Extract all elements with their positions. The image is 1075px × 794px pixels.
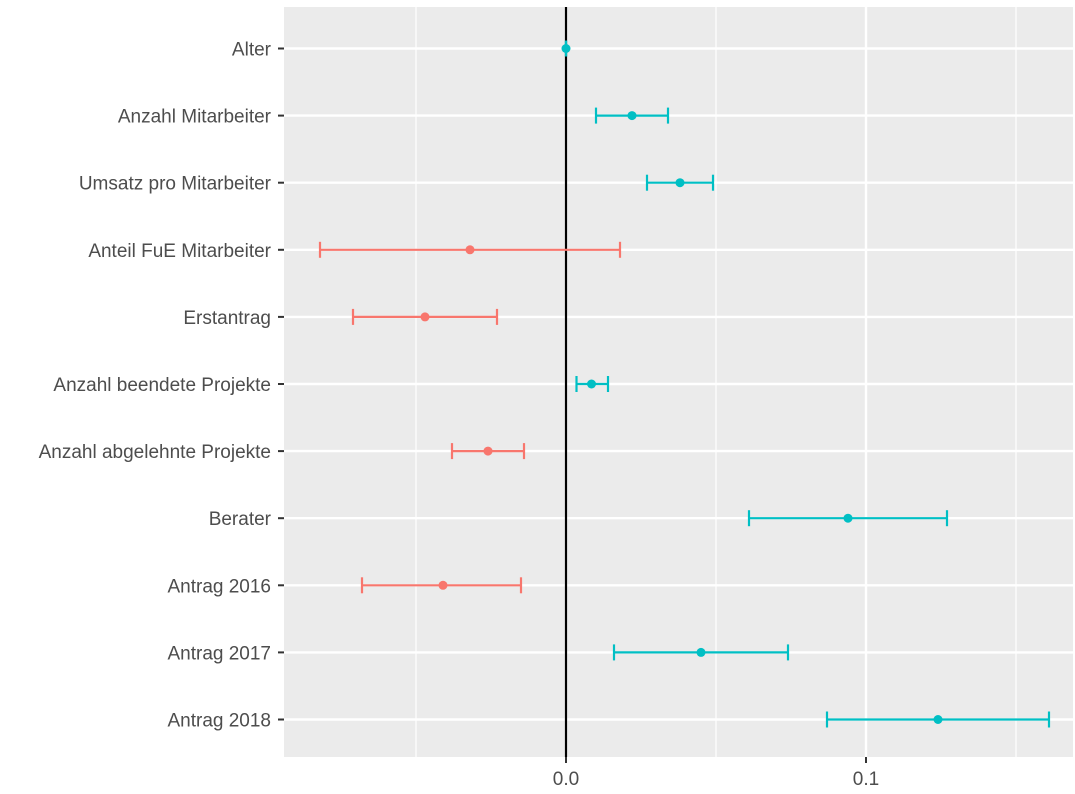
errorbar-layer [318, 40, 1051, 728]
y-tick-label: Antrag 2017 [167, 643, 271, 664]
y-tick-label: Berater [209, 509, 272, 530]
errorbar-group [612, 644, 790, 661]
errorbar-group [351, 308, 499, 325]
point-estimate [696, 647, 706, 657]
point-estimate [933, 715, 943, 724]
y-tick-label: Anteil FuE Mitarbeiter [88, 241, 271, 262]
point-estimate [465, 245, 475, 255]
point-estimate [843, 513, 853, 523]
point-estimate [587, 379, 596, 389]
errorbar-group [645, 174, 715, 191]
y-axis: Alter Anzahl Mitarbeiter Umsatz pro Mitarb… [39, 40, 284, 732]
point-estimate [420, 312, 430, 322]
y-tick-label: Erstantrag [183, 308, 271, 329]
errorbar-group [561, 40, 571, 57]
x-tick-label: 0.1 [853, 769, 879, 790]
y-tick-label: Alter [232, 40, 272, 61]
errorbar-group [360, 577, 523, 594]
errorbar-group [594, 107, 670, 124]
errorbar-group [318, 241, 622, 258]
y-tick-label: Antrag 2018 [167, 711, 271, 732]
x-tick-label: 0.0 [553, 769, 579, 790]
point-estimate [438, 580, 448, 590]
point-estimate [561, 44, 571, 53]
point-estimate [627, 111, 637, 121]
y-tick-label: Anzahl Mitarbeiter [118, 107, 272, 128]
y-tick-label: Antrag 2016 [167, 576, 271, 597]
errorbar-group [747, 510, 949, 527]
point-estimate [483, 446, 493, 456]
y-tick-label: Umsatz pro Mitarbeiter [79, 174, 272, 195]
y-tick-label: Anzahl beendete Projekte [53, 375, 271, 396]
point-estimate [675, 178, 685, 188]
errorbar-group [825, 711, 1051, 728]
plot-panel [284, 7, 1073, 757]
errorbar-group [575, 376, 610, 392]
y-tick-label: Anzahl abgelehnte Projekte [39, 442, 271, 463]
x-axis: 0.0 0.1 [553, 757, 879, 790]
errorbar-group [450, 443, 526, 460]
